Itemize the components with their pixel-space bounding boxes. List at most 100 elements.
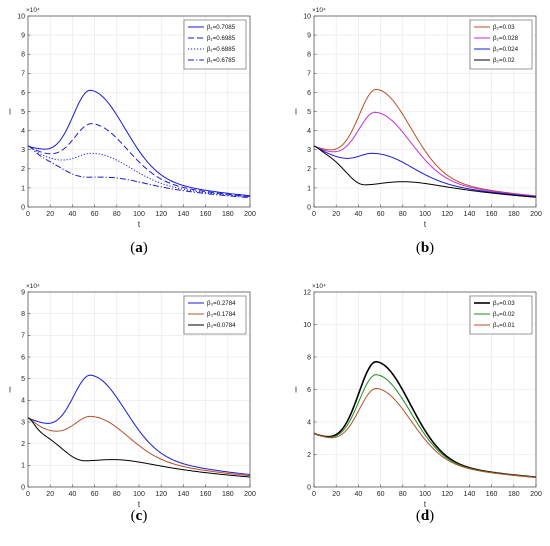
x-tick-label: 120 xyxy=(155,211,167,218)
panel-caption-b: (b) xyxy=(416,240,434,256)
y-tick-label: 4 xyxy=(307,128,311,135)
legend: β₃=0.2784 β₃=0.1784 β₃=0.0784 xyxy=(183,295,247,335)
x-tick-label: 100 xyxy=(419,491,431,498)
x-tick-label: 80 xyxy=(399,491,407,498)
x-tick-label: 60 xyxy=(377,211,385,218)
y-tick-label: 7 xyxy=(21,333,25,340)
y-tick-label: 2 xyxy=(21,166,25,173)
legend-entry: β₁=0.6885 xyxy=(207,46,236,53)
x-tick-label: 140 xyxy=(464,491,476,498)
x-tick-label: 140 xyxy=(464,211,476,218)
legend-box xyxy=(469,19,533,70)
x-tick-label: 140 xyxy=(178,211,190,218)
x-tick-label: 200 xyxy=(244,491,256,498)
series-line-1 xyxy=(27,89,251,197)
x-tick-label: 120 xyxy=(155,491,167,498)
legend-entry: β₂=0.03 xyxy=(493,24,515,31)
y-tick-label: 6 xyxy=(21,90,25,97)
x-tick-label: 100 xyxy=(419,211,431,218)
legend-entry: β₃=0.0784 xyxy=(207,322,236,329)
axis-multiplier: ×10⁴ xyxy=(26,7,40,14)
legend: β₁=0.7085 β₁=0.6985 β₁=0.6885 β₁=0.6785 xyxy=(183,19,247,70)
series-line-1 xyxy=(313,88,537,197)
x-tick-label: 60 xyxy=(91,211,99,218)
x-tick-label: 40 xyxy=(69,491,77,498)
legend-entry: β₄=0.03 xyxy=(493,300,515,307)
legend-entry: β₁=0.6985 xyxy=(207,35,236,42)
series-line-2 xyxy=(27,123,251,197)
panel-caption-c: (c) xyxy=(131,508,148,524)
x-tick-label: 20 xyxy=(332,491,340,498)
y-tick-label: 10 xyxy=(17,13,25,20)
y-tick-label: 1 xyxy=(21,185,25,192)
x-tick-label: 200 xyxy=(530,211,542,218)
chart-panel-a: 0 20 40 60 80 100 120 140 160 180 200 0 1 2 3 4 5 6 7 8 9 10×… xyxy=(9,7,256,229)
x-tick-label: 40 xyxy=(69,211,77,218)
x-tick-label: 120 xyxy=(441,211,453,218)
y-tick-label: 9 xyxy=(307,33,311,40)
y-tick-label: 5 xyxy=(307,109,311,116)
x-tick-label: 200 xyxy=(244,211,256,218)
x-tick-label: 80 xyxy=(399,211,407,218)
y-tick-label: 1 xyxy=(307,185,311,192)
y-tick-label: 8 xyxy=(21,311,25,318)
x-tick-label: 160 xyxy=(200,491,212,498)
x-tick-label: 200 xyxy=(530,491,542,498)
y-tick-label: 6 xyxy=(21,354,25,361)
x-tick-label: 40 xyxy=(355,491,363,498)
y-tick-label: 2 xyxy=(307,452,311,459)
y-tick-label: 0 xyxy=(307,484,311,491)
panel-caption-d: (d) xyxy=(416,508,434,524)
axis-multiplier: ×10⁴ xyxy=(312,283,326,290)
series-line-3 xyxy=(313,387,537,478)
x-tick-label: 80 xyxy=(113,491,121,498)
legend: β₂=0.03 β₂=0.028 β₂=0.024 β₂=0.02 xyxy=(469,19,533,70)
legend-entry: β₄=0.01 xyxy=(493,322,515,329)
x-tick-label: 60 xyxy=(91,491,99,498)
x-tick-label: 160 xyxy=(200,211,212,218)
y-tick-label: 5 xyxy=(21,109,25,116)
series-line-1 xyxy=(27,374,251,476)
legend-entry: β₂=0.028 xyxy=(493,35,519,42)
legend-entry: β₂=0.024 xyxy=(493,46,519,53)
y-tick-label: 0 xyxy=(21,204,25,211)
x-tick-label: 120 xyxy=(441,491,453,498)
x-tick-label: 0 xyxy=(312,491,316,498)
axis-multiplier: ×10⁴ xyxy=(26,283,40,290)
x-tick-label: 0 xyxy=(26,491,30,498)
y-tick-label: 6 xyxy=(307,387,311,394)
legend-entry: β₃=0.1784 xyxy=(207,311,236,318)
legend-box xyxy=(183,19,247,70)
x-tick-label: 20 xyxy=(332,211,340,218)
x-axis-label: t xyxy=(138,500,141,509)
y-tick-label: 3 xyxy=(21,147,25,154)
y-tick-label: 5 xyxy=(21,376,25,383)
x-tick-label: 0 xyxy=(312,211,316,218)
x-tick-label: 40 xyxy=(355,211,363,218)
x-tick-label: 180 xyxy=(508,211,520,218)
y-tick-label: 7 xyxy=(307,71,311,78)
y-tick-label: 4 xyxy=(21,398,25,405)
chart-panel-c: 0 20 40 60 80 100 120 140 160 180 200 0 1 2 3 4 5 6 7 8 9×10… xyxy=(9,283,256,509)
series-line-3 xyxy=(27,417,251,478)
x-tick-label: 60 xyxy=(377,491,385,498)
y-axis-label: I xyxy=(9,108,11,117)
x-tick-label: 180 xyxy=(508,491,520,498)
y-axis-label: I xyxy=(295,386,297,395)
legend-entry: β₄=0.02 xyxy=(493,311,515,318)
y-tick-label: 4 xyxy=(21,128,25,135)
series-line-3 xyxy=(313,145,537,198)
x-tick-label: 160 xyxy=(486,491,498,498)
legend-entry: β₂=0.02 xyxy=(493,57,515,64)
x-tick-label: 160 xyxy=(486,211,498,218)
x-tick-label: 80 xyxy=(113,211,121,218)
y-tick-label: 9 xyxy=(21,289,25,296)
y-tick-label: 2 xyxy=(307,166,311,173)
y-tick-label: 3 xyxy=(307,147,311,154)
chart-panel-b: 0 20 40 60 80 100 120 140 160 180 200 0 1 2 3 4 5 6 7 8 9 10×… xyxy=(295,7,542,229)
y-tick-label: 3 xyxy=(21,419,25,426)
x-tick-label: 20 xyxy=(46,211,54,218)
chart-panel-d: 0 20 40 60 80 100 120 140 160 180 200 0 2 4 6 8 10 12×10⁴… xyxy=(295,283,542,509)
x-axis-label: t xyxy=(424,220,427,229)
